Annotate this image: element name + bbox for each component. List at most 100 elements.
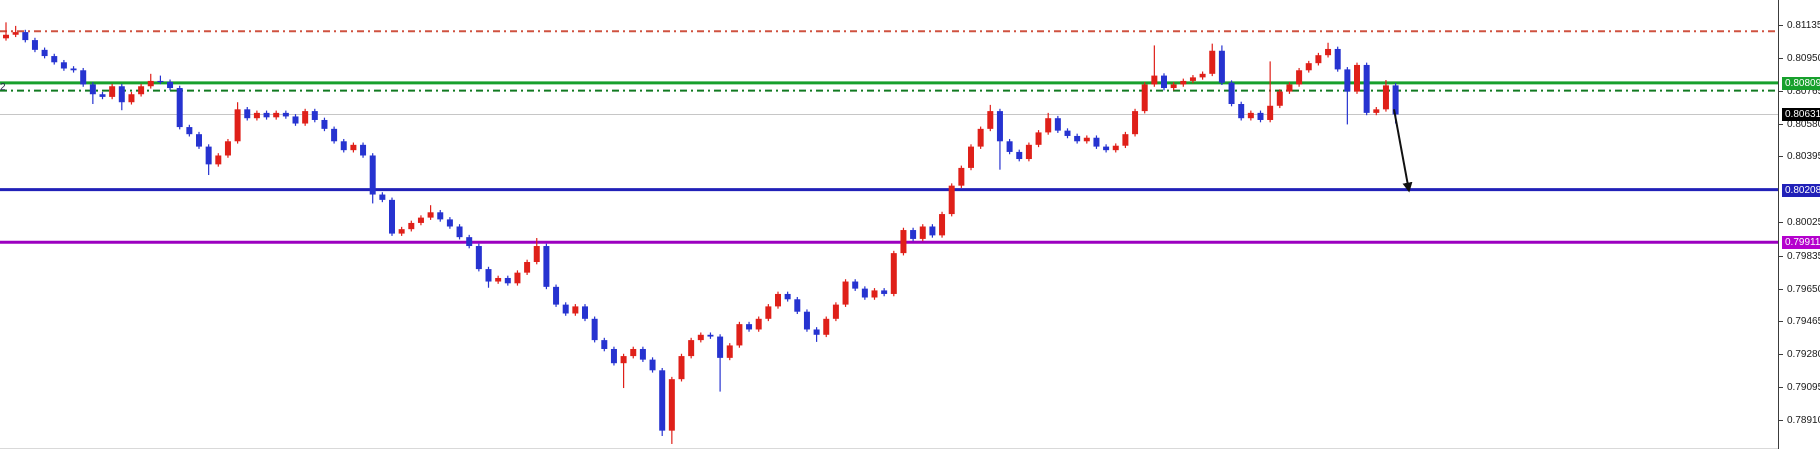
candle-body xyxy=(292,116,299,124)
candle-body xyxy=(1035,132,1042,145)
candle-body xyxy=(504,277,511,284)
candle-body xyxy=(1180,80,1187,85)
candle-body xyxy=(977,128,984,147)
candle-body xyxy=(1354,64,1360,92)
candle-body xyxy=(1151,75,1158,85)
candle-body xyxy=(1325,48,1332,56)
price-tick xyxy=(1778,222,1783,223)
candle-body xyxy=(1209,50,1216,74)
candle-body xyxy=(784,293,791,300)
candle-body xyxy=(1373,109,1380,113)
candlestick-chart[interactable] xyxy=(0,0,1778,449)
candle-body xyxy=(1392,85,1399,115)
candle-body xyxy=(1305,63,1312,71)
candle-body xyxy=(1132,111,1139,135)
candle-body xyxy=(726,345,733,358)
candle-body xyxy=(572,306,579,314)
candle-wick xyxy=(623,353,625,389)
price-tick-label: 0.80765 xyxy=(1787,86,1820,97)
candle-body xyxy=(958,167,965,186)
price-tick xyxy=(1778,420,1783,421)
candle-body xyxy=(89,84,96,95)
candle-body xyxy=(1218,50,1225,83)
price-tick xyxy=(1778,91,1783,92)
candle-body xyxy=(582,306,588,319)
candle-body xyxy=(1247,112,1254,119)
price-tick-label: 0.80025 xyxy=(1787,217,1820,228)
candle-body xyxy=(456,226,463,238)
candle-body xyxy=(852,281,859,289)
candle-body xyxy=(591,318,598,341)
candles xyxy=(3,22,1399,444)
candle-body xyxy=(1025,144,1032,160)
candle-body xyxy=(196,134,202,147)
candle-body xyxy=(485,269,492,282)
candle-body xyxy=(408,222,415,230)
price-tick xyxy=(1778,387,1783,388)
price-tick xyxy=(1778,25,1783,26)
candle-body xyxy=(1074,135,1081,142)
price-tick xyxy=(1778,289,1783,290)
price-tick-label: 0.79280 xyxy=(1787,349,1820,360)
candle-body xyxy=(813,329,820,335)
candle-body xyxy=(717,336,724,358)
current-price-flag: 0.80631 xyxy=(1782,107,1820,121)
candle-body xyxy=(832,304,839,319)
candle-body xyxy=(398,229,405,234)
candle-body xyxy=(1161,75,1167,89)
candle-body xyxy=(234,109,241,142)
candle-body xyxy=(118,86,125,103)
trend-arrow[interactable] xyxy=(1393,109,1413,193)
candle-body xyxy=(707,334,714,337)
candle-body xyxy=(60,62,67,69)
candle-body xyxy=(601,340,608,349)
candle-body xyxy=(176,88,183,128)
candle-body xyxy=(379,194,386,200)
candle-body xyxy=(263,112,270,118)
candle-body xyxy=(12,32,19,35)
candle-body xyxy=(1045,118,1052,133)
candle-body xyxy=(688,340,695,357)
candle-body xyxy=(495,277,502,282)
candle-body xyxy=(746,324,753,330)
candle-body xyxy=(697,334,704,341)
level-price-flag: 0.79911 xyxy=(1782,235,1820,249)
price-tick-label: 0.80580 xyxy=(1787,119,1820,130)
candle-body xyxy=(919,226,926,239)
candle-body xyxy=(446,219,453,227)
candle-body xyxy=(929,226,936,236)
candle-body xyxy=(109,86,116,97)
candle-body xyxy=(321,119,328,129)
candle-body xyxy=(41,49,48,57)
price-tick xyxy=(1778,321,1783,322)
candle-body xyxy=(147,80,154,87)
candle-body xyxy=(273,112,280,118)
candle-body xyxy=(369,155,376,195)
candle-body xyxy=(968,146,974,168)
level-price-flag: 0.80809 xyxy=(1782,76,1820,90)
candle-body xyxy=(138,86,145,95)
candle-wick xyxy=(15,25,17,38)
candle-body xyxy=(80,70,87,85)
down-arrow[interactable] xyxy=(1393,109,1413,193)
candle-body xyxy=(533,246,540,262)
candle-wick xyxy=(1346,67,1348,125)
candle-body xyxy=(475,246,482,270)
price-tick-label: 0.79835 xyxy=(1787,251,1820,262)
candle-body xyxy=(157,80,164,83)
candle-body xyxy=(3,34,9,39)
candle-body xyxy=(823,318,830,335)
candle-body xyxy=(1016,151,1023,160)
candle-body xyxy=(244,109,251,119)
candle-body xyxy=(794,299,801,312)
candle-body xyxy=(1189,77,1196,81)
candle-body xyxy=(22,32,29,41)
level-price-flag: 0.80208 xyxy=(1782,183,1820,197)
candle-body xyxy=(1122,134,1129,146)
candle-body xyxy=(649,359,656,371)
candle-wick xyxy=(719,334,721,392)
horizontal-price-levels[interactable] xyxy=(0,30,1778,244)
candle-body xyxy=(1228,82,1235,104)
price-tick-label: 0.81135 xyxy=(1787,20,1820,31)
price-tick xyxy=(1778,156,1783,157)
